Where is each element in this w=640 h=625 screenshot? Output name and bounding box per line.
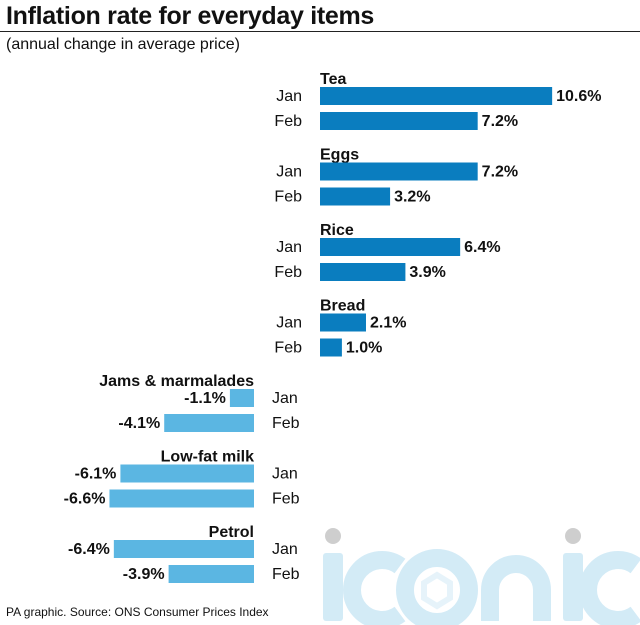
- category-label-eggs: Eggs: [320, 147, 359, 164]
- bar-rice-feb: [320, 263, 406, 281]
- period-label-eggs-jan: Jan: [276, 164, 302, 181]
- period-label-petrol-jan: Jan: [272, 541, 298, 558]
- period-label-jams-and-marmalades-feb: Feb: [272, 415, 300, 432]
- bar-eggs-jan: [320, 162, 478, 181]
- category-label-rice: Rice: [320, 222, 354, 239]
- bar-low-fat-milk-feb: [109, 489, 255, 508]
- category-label-petrol: Petrol: [209, 524, 254, 541]
- category-group-petrol: Petrol Jan -6.4% Feb -3.9%: [68, 524, 300, 583]
- period-label-petrol-feb: Feb: [272, 566, 300, 583]
- title-divider: [0, 31, 640, 32]
- period-label-low-fat-milk-feb: Feb: [272, 491, 300, 508]
- bar-rice-jan: [320, 238, 461, 256]
- period-label-tea-jan: Jan: [276, 88, 302, 105]
- period-label-bread-feb: Feb: [274, 340, 302, 357]
- period-label-tea-feb: Feb: [274, 113, 302, 130]
- category-label-jams-and-marmalades: Jams & marmalades: [99, 373, 254, 390]
- chart-title: Inflation rate for everyday items: [6, 2, 375, 30]
- value-label-low-fat-milk-feb: -6.6%: [64, 491, 106, 508]
- category-group-low-fat-milk: Low-fat milk Jan -6.1% Feb -6.6%: [64, 449, 300, 508]
- value-label-low-fat-milk-jan: -6.1%: [75, 466, 117, 483]
- bar-petrol-jan: [113, 540, 254, 558]
- category-label-tea: Tea: [320, 71, 346, 88]
- category-label-low-fat-milk: Low-fat milk: [161, 449, 254, 466]
- bar-jams-and-marmalades-feb: [164, 414, 254, 432]
- bar-tea-jan: [320, 87, 553, 105]
- value-label-eggs-jan: 7.2%: [482, 164, 518, 181]
- period-label-bread-jan: Jan: [276, 315, 302, 332]
- category-group-tea: Tea Jan 10.6% Feb 7.2%: [274, 71, 601, 130]
- value-label-bread-feb: 1.0%: [346, 340, 382, 357]
- bar-tea-feb: [320, 112, 478, 130]
- bar-chart: Tea Jan 10.6% Feb 7.2% Eggs Jan 7.2% Feb 3.2% Rice…: [64, 71, 602, 583]
- value-label-eggs-feb: 3.2%: [394, 189, 430, 206]
- bar-petrol-feb: [168, 565, 254, 583]
- period-label-eggs-feb: Feb: [274, 189, 302, 206]
- value-label-jams-and-marmalades-feb: -4.1%: [118, 415, 160, 432]
- value-label-tea-jan: 10.6%: [556, 88, 601, 105]
- period-label-rice-feb: Feb: [274, 264, 302, 281]
- bar-eggs-feb: [320, 187, 391, 206]
- bar-bread-jan: [320, 313, 366, 332]
- value-label-bread-jan: 2.1%: [370, 315, 406, 332]
- value-label-jams-and-marmalades-jan: -1.1%: [184, 390, 226, 407]
- bar-low-fat-milk-jan: [120, 464, 254, 483]
- value-label-rice-jan: 6.4%: [464, 239, 500, 256]
- period-label-low-fat-milk-jan: Jan: [272, 466, 298, 483]
- source-note: PA graphic. Source: ONS Consumer Prices …: [6, 605, 269, 619]
- period-label-rice-jan: Jan: [276, 239, 302, 256]
- bar-bread-feb: [320, 338, 342, 357]
- category-group-jams-and-marmalades: Jams & marmalades Jan -1.1% Feb -4.1%: [99, 373, 299, 432]
- value-label-petrol-feb: -3.9%: [123, 566, 165, 583]
- chart-subtitle: (annual change in average price): [6, 36, 240, 53]
- category-group-bread: Bread Jan 2.1% Feb 1.0%: [274, 298, 406, 357]
- period-label-jams-and-marmalades-jan: Jan: [272, 390, 298, 407]
- category-group-rice: Rice Jan 6.4% Feb 3.9%: [274, 222, 500, 281]
- value-label-rice-feb: 3.9%: [409, 264, 445, 281]
- value-label-petrol-jan: -6.4%: [68, 541, 110, 558]
- category-label-bread: Bread: [320, 298, 365, 315]
- value-label-tea-feb: 7.2%: [482, 113, 518, 130]
- category-group-eggs: Eggs Jan 7.2% Feb 3.2%: [274, 147, 518, 206]
- bar-jams-and-marmalades-jan: [229, 389, 254, 407]
